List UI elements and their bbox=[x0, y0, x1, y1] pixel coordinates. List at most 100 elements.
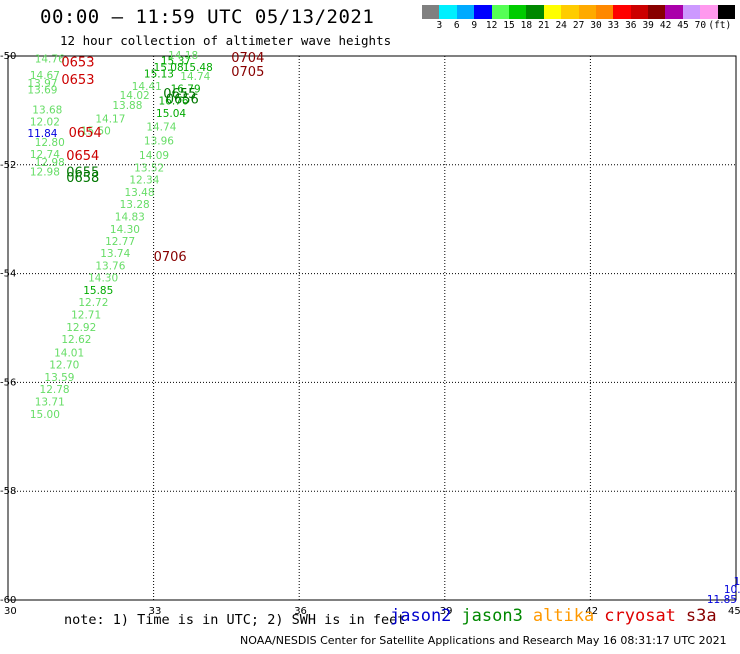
legend-label: 18 bbox=[520, 20, 533, 31]
swh-value: 15.00 bbox=[30, 409, 60, 421]
satellite-legend: jason2 jason3 altika cryosat s3a bbox=[390, 606, 727, 626]
swh-value: 12.62 bbox=[61, 334, 91, 346]
swh-value: 14.30 bbox=[88, 272, 118, 284]
legend-label: 6 bbox=[453, 20, 460, 31]
swh-value: 12.98 bbox=[30, 166, 60, 178]
legend-label: 33 bbox=[607, 20, 620, 31]
legend-swatch bbox=[717, 5, 736, 19]
x-tick-label: 45 bbox=[728, 606, 740, 617]
page-subtitle: 12 hour collection of altimeter wave hei… bbox=[60, 33, 392, 48]
legend-swatch bbox=[665, 5, 683, 19]
swh-value: 12.92 bbox=[66, 322, 96, 334]
swh-value: 13.59 bbox=[44, 372, 74, 384]
satellite-s3a: s3a bbox=[685, 606, 717, 626]
swh-value: 11.84 bbox=[27, 128, 57, 140]
swh-value: 13.71 bbox=[35, 396, 65, 408]
legend-swatch bbox=[491, 5, 509, 19]
legend-swatch bbox=[595, 5, 614, 19]
satellite-altika: altika bbox=[532, 606, 595, 626]
legend-swatch bbox=[508, 5, 527, 19]
footer-credit: NOAA/NESDIS Center for Satellite Applica… bbox=[240, 634, 727, 647]
pass-time-label: 0655 bbox=[163, 87, 196, 102]
legend-label: 30 bbox=[590, 20, 602, 31]
legend-label: 3 bbox=[436, 20, 443, 31]
map-frame bbox=[7, 55, 737, 601]
pass-time-label: 0653 bbox=[61, 73, 94, 88]
swh-value: 15.48 bbox=[183, 62, 213, 74]
y-tick-label: -54 bbox=[0, 269, 16, 280]
swh-value: 14.02 bbox=[120, 90, 150, 102]
legend-label: 27 bbox=[572, 20, 585, 31]
legend-swatch bbox=[682, 5, 701, 19]
footer-note: note: 1) Time is in UTC; 2) SWH is in fe… bbox=[64, 612, 406, 628]
swh-value: 13.97 bbox=[27, 78, 57, 90]
swh-value: 14.41 bbox=[132, 81, 162, 93]
legend-swatch bbox=[456, 5, 475, 19]
legend-label: 15 bbox=[503, 20, 515, 31]
swh-value: 15.37 bbox=[161, 55, 191, 67]
swh-value: 13.68 bbox=[32, 104, 62, 116]
swh-value: 12.80 bbox=[35, 137, 65, 149]
swh-value: 12.02 bbox=[30, 116, 60, 128]
swh-value: 10.8 bbox=[724, 584, 740, 596]
swh-value: 15.50 bbox=[81, 126, 111, 138]
swh-value: 14.01 bbox=[54, 347, 84, 359]
legend-label: 36 bbox=[625, 20, 637, 31]
pass-time-label: 0705 bbox=[231, 65, 264, 80]
swh-value: 11.85 bbox=[707, 594, 737, 606]
legend-label: 21 bbox=[538, 20, 550, 31]
pass-time-label: 0655 bbox=[66, 165, 99, 180]
legend-swatch bbox=[578, 5, 596, 19]
swh-value: 15.13 bbox=[144, 68, 174, 80]
color-legend: 3 6 9 12 15 18 21 24 27 30 33 36 39 42 45 70 (ft) bbox=[422, 5, 736, 31]
swh-value: 12.70 bbox=[49, 359, 79, 371]
swh-value: 15.85 bbox=[83, 285, 113, 297]
page-title: 00:00 – 11:59 UTC 05/13/2021 bbox=[40, 6, 375, 28]
legend-swatch bbox=[439, 5, 457, 19]
legend-label: 70 bbox=[694, 20, 707, 31]
y-tick-label: -52 bbox=[0, 160, 16, 171]
y-tick-label: -60 bbox=[0, 595, 16, 606]
legend-labels: 3 6 9 12 15 18 21 24 27 30 33 36 39 42 45 70 (ft) bbox=[422, 19, 735, 31]
swh-value: 14.18 bbox=[168, 50, 198, 62]
legend-swatch bbox=[630, 5, 649, 19]
swh-value: 14.67 bbox=[30, 70, 60, 82]
swh-value: 13.76 bbox=[95, 260, 125, 272]
satellite-cryosat: cryosat bbox=[604, 606, 676, 626]
legend-swatch bbox=[526, 5, 544, 19]
swh-value: 12.98 bbox=[35, 157, 65, 169]
swh-value: 12.72 bbox=[78, 297, 108, 309]
legend-swatch bbox=[700, 5, 718, 19]
legend-label: (ft) bbox=[708, 20, 732, 31]
legend-label: 42 bbox=[659, 20, 672, 31]
legend-label: 24 bbox=[555, 20, 567, 31]
swh-value: 14.83 bbox=[115, 211, 145, 223]
legend-swatch bbox=[561, 5, 579, 19]
x-tick-label: 39 bbox=[440, 606, 453, 617]
swh-value: 14.74 bbox=[146, 122, 176, 134]
y-tick-label: -56 bbox=[0, 377, 16, 388]
legend-label: 39 bbox=[642, 20, 654, 31]
swh-value: 13.74 bbox=[100, 248, 130, 260]
swh-value: 14.76 bbox=[35, 54, 65, 66]
swh-value: 10 bbox=[734, 576, 740, 588]
legend-swatch bbox=[474, 5, 492, 19]
pass-time-label: 0654 bbox=[69, 126, 102, 141]
pass-time-label: 0656 bbox=[166, 92, 199, 107]
legend-swatch bbox=[543, 5, 562, 19]
legend-swatch bbox=[613, 5, 631, 19]
swh-value: 13.28 bbox=[120, 199, 150, 211]
swh-value: 14.09 bbox=[139, 150, 169, 162]
x-tick-label: 42 bbox=[585, 606, 598, 617]
pass-time-label: 0706 bbox=[154, 250, 187, 265]
y-tick-label: -50 bbox=[0, 51, 16, 62]
satellite-jason3: jason3 bbox=[461, 606, 523, 626]
swh-value: 16.76 bbox=[158, 96, 188, 108]
pass-time-label: 0654 bbox=[66, 149, 99, 164]
legend-swatch bbox=[648, 5, 666, 19]
satellite-jason2: jason2 bbox=[390, 606, 452, 626]
legend-swatch bbox=[422, 5, 440, 19]
swh-value: 14.74 bbox=[180, 71, 210, 83]
swh-value: 12.78 bbox=[40, 384, 70, 396]
